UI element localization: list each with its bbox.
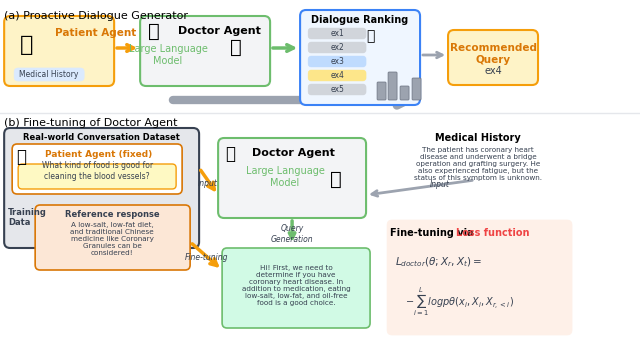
FancyBboxPatch shape xyxy=(300,10,420,105)
Text: Hi! First, we need to
determine if you have
coronary heart disease. In
addition : Hi! First, we need to determine if you h… xyxy=(242,265,351,306)
Text: Recommended
Query: Recommended Query xyxy=(449,43,536,64)
FancyBboxPatch shape xyxy=(412,78,421,100)
Text: Large Language
Model: Large Language Model xyxy=(246,166,324,188)
Text: 🦙: 🦙 xyxy=(330,170,342,189)
FancyBboxPatch shape xyxy=(400,86,409,100)
Text: (a) Proactive Dialogue Generator: (a) Proactive Dialogue Generator xyxy=(4,11,188,21)
Text: What kind of food is good for
cleaning the blood vessels?: What kind of food is good for cleaning t… xyxy=(42,161,153,181)
FancyBboxPatch shape xyxy=(308,42,366,53)
FancyBboxPatch shape xyxy=(448,30,538,85)
Text: Reference response: Reference response xyxy=(65,210,159,219)
Text: ex2: ex2 xyxy=(330,43,344,52)
FancyBboxPatch shape xyxy=(308,70,366,81)
Text: 🦙: 🦙 xyxy=(230,38,242,57)
Text: ex1: ex1 xyxy=(330,29,344,38)
FancyBboxPatch shape xyxy=(140,16,270,86)
Text: Medical History: Medical History xyxy=(19,69,79,78)
Text: (b) Fine-tuning of Doctor Agent: (b) Fine-tuning of Doctor Agent xyxy=(4,118,178,128)
Text: Medical History: Medical History xyxy=(435,133,521,143)
FancyBboxPatch shape xyxy=(12,144,182,194)
Text: Training
Data: Training Data xyxy=(8,208,47,227)
FancyBboxPatch shape xyxy=(308,84,366,95)
Text: Dialogue Ranking: Dialogue Ranking xyxy=(312,15,409,25)
Text: ex5: ex5 xyxy=(330,85,344,94)
FancyBboxPatch shape xyxy=(308,28,366,39)
Text: Fine-tuning: Fine-tuning xyxy=(184,252,228,261)
FancyBboxPatch shape xyxy=(18,164,176,189)
Text: ⭐: ⭐ xyxy=(366,29,374,43)
Text: ex3: ex3 xyxy=(330,57,344,66)
FancyBboxPatch shape xyxy=(308,56,366,67)
Text: 🤖: 🤖 xyxy=(225,145,235,163)
Text: Input: Input xyxy=(198,179,218,188)
Text: Query
Generation: Query Generation xyxy=(271,224,314,244)
FancyBboxPatch shape xyxy=(35,205,190,270)
Text: Large Language
Model: Large Language Model xyxy=(129,44,207,66)
FancyBboxPatch shape xyxy=(218,138,366,218)
FancyBboxPatch shape xyxy=(14,68,84,81)
FancyBboxPatch shape xyxy=(222,248,370,328)
Text: ex4: ex4 xyxy=(484,66,502,76)
Text: Patient Agent (fixed): Patient Agent (fixed) xyxy=(45,150,152,159)
Text: 🧑: 🧑 xyxy=(16,148,26,166)
Text: Fine-tuning via: Fine-tuning via xyxy=(390,228,477,238)
Text: $L_{doctor}(\theta; X_r, X_t) =$: $L_{doctor}(\theta; X_r, X_t) =$ xyxy=(395,255,482,268)
Text: Loss function: Loss function xyxy=(456,228,529,238)
Text: $-\sum_{i=1}^{L} log p\theta(x_i, X_i, X_{r,<i})$: $-\sum_{i=1}^{L} log p\theta(x_i, X_i, X… xyxy=(405,285,514,318)
FancyBboxPatch shape xyxy=(4,128,199,248)
FancyBboxPatch shape xyxy=(377,82,386,100)
Text: Input: Input xyxy=(430,179,450,189)
Text: 🧑: 🧑 xyxy=(20,35,33,55)
Text: Doctor Agent: Doctor Agent xyxy=(178,26,261,36)
FancyBboxPatch shape xyxy=(388,72,397,100)
Text: 🤖: 🤖 xyxy=(148,22,160,41)
FancyBboxPatch shape xyxy=(387,220,572,335)
Text: Patient Agent: Patient Agent xyxy=(55,28,136,38)
FancyBboxPatch shape xyxy=(4,16,114,86)
Text: ex4: ex4 xyxy=(330,71,344,80)
Text: Doctor Agent: Doctor Agent xyxy=(252,148,335,158)
Text: Real-world Conversation Dataset: Real-world Conversation Dataset xyxy=(22,133,180,142)
Text: A low-salt, low-fat diet,
and traditional Chinese
medicine like Coronary
Granule: A low-salt, low-fat diet, and traditiona… xyxy=(70,222,154,256)
Text: The patient has coronary heart
disease and underwent a bridge
operation and graf: The patient has coronary heart disease a… xyxy=(414,147,542,181)
